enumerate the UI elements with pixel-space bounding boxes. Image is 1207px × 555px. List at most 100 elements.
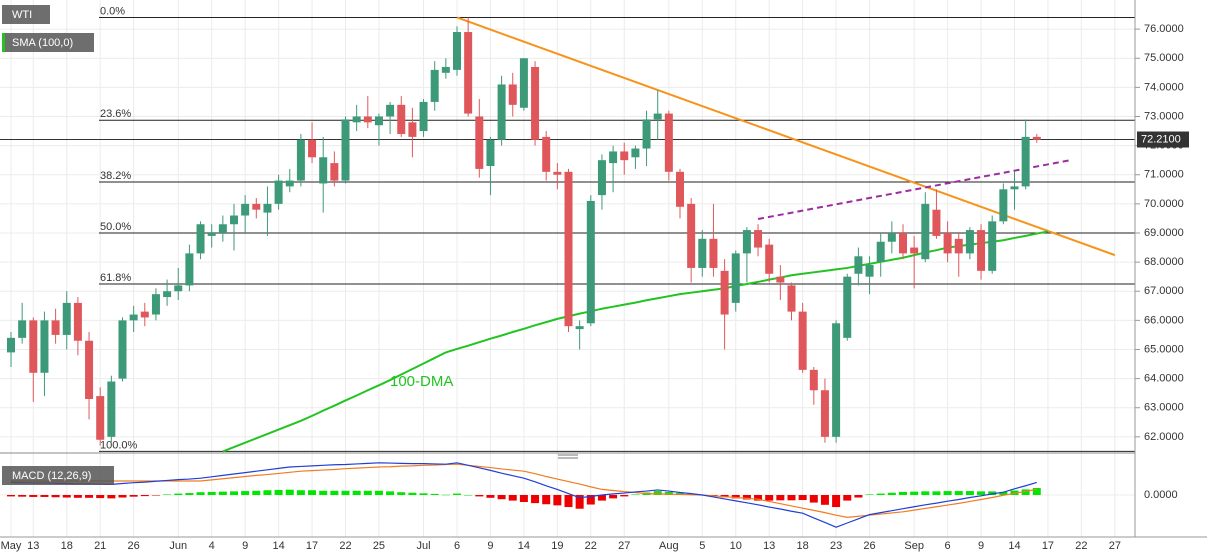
macd-histogram-bar [151, 495, 160, 496]
candle-body [140, 311, 149, 318]
candle-body [118, 320, 127, 379]
y-tick-label: 66.0000 [1144, 314, 1184, 326]
candle-body [1010, 186, 1019, 190]
y-tick-label: 64.0000 [1144, 373, 1184, 385]
fib-label: 0.0% [100, 5, 125, 17]
plot: 0.0% 23.6% 38.2% 50.0% 61.8% 100.0% 100-DMA [0, 5, 1135, 453]
candle-body [531, 66, 540, 140]
y-tick-label: 67.0000 [1144, 285, 1184, 297]
macd-histogram-bar [910, 491, 919, 495]
macd-histogram-bar [185, 493, 194, 495]
macd-histogram-bar [564, 495, 573, 508]
candle-body [820, 390, 829, 437]
macd-panel [0, 462, 1135, 528]
macd-histogram-bar [230, 491, 238, 495]
sma-annotation: 100-DMA [390, 373, 453, 390]
x-tick-label: 17 [1042, 540, 1054, 552]
macd-histogram-bar [932, 491, 941, 495]
x-tick-label: 26 [128, 540, 140, 552]
candle-body [965, 230, 974, 254]
y-tick-label: 68.0000 [1144, 256, 1184, 268]
candle-body [29, 320, 38, 373]
fib-label: 50.0% [100, 221, 131, 233]
candle-body [787, 285, 796, 312]
x-tick-label: 10 [730, 540, 742, 552]
macd-histogram-bar [542, 495, 551, 505]
y-tick-label: 63.0000 [1144, 402, 1184, 414]
candle-body [609, 151, 618, 164]
candle-body [263, 203, 272, 213]
x-tick-label: 27 [1109, 540, 1121, 552]
candle-body [731, 253, 740, 303]
candle-body [653, 113, 662, 120]
macd-histogram-bar [252, 490, 261, 495]
macd-histogram-bar [330, 490, 339, 495]
macd-histogram-bar [965, 491, 974, 495]
fib-label: 23.6% [100, 108, 131, 120]
candle-body [486, 139, 495, 167]
macd-histogram-bar [40, 495, 49, 497]
macd-histogram-bar [296, 490, 305, 495]
macd-histogram-bar [820, 495, 829, 505]
candle-body [586, 200, 595, 324]
candle-body [932, 209, 941, 236]
x-tick-label: 9 [242, 540, 248, 552]
macd-histogram-bar [977, 491, 986, 495]
fib-label: 100.0% [100, 439, 138, 451]
macd-histogram-bar [865, 494, 874, 495]
x-tick-label: 18 [61, 540, 73, 552]
macd-histogram-bar [207, 491, 216, 495]
candle-body [676, 171, 684, 207]
macd-histogram-bar [51, 495, 60, 498]
y-tick-label: 65.0000 [1144, 343, 1184, 355]
macd-histogram-bar [531, 495, 540, 504]
grid [0, 0, 1135, 537]
candle-body [85, 340, 94, 399]
x-tick-label: Jun [169, 540, 187, 552]
y-tick-label: 76.0000 [1144, 23, 1184, 35]
macd-histogram-bar [921, 491, 930, 495]
candle-body [441, 66, 450, 73]
macd-histogram-bar [653, 491, 662, 495]
candle-body [832, 323, 841, 437]
last-price-box [1137, 131, 1189, 148]
y-tick-label: 62.0000 [1144, 431, 1184, 443]
candle-body [374, 116, 383, 126]
candle-body [887, 232, 896, 242]
macd-histogram-bar [832, 495, 841, 508]
candle-body [207, 232, 216, 236]
legend-swatch [2, 33, 5, 52]
macd-histogram-bar [274, 489, 283, 495]
fib-label: 38.2% [100, 170, 131, 182]
macd-histogram-bar [876, 493, 885, 495]
last-price-label: 72.2100 [1141, 133, 1181, 145]
macd-histogram-bar [597, 495, 606, 501]
macd-histogram-bar [1021, 489, 1030, 495]
macd-histogram-bar [363, 490, 372, 495]
candle-body [230, 215, 238, 225]
candle-body [464, 32, 473, 114]
candle-body [308, 139, 317, 158]
macd-histogram-bar [754, 495, 763, 501]
candle-body [776, 276, 785, 283]
macd-histogram-bar [308, 490, 317, 495]
macd-histogram-bar [899, 491, 907, 495]
legend-label: SMA (100,0) [12, 37, 73, 49]
candle-body [742, 230, 751, 254]
macd-histogram-bar [241, 491, 250, 495]
macd-histogram-bar [85, 495, 94, 498]
macd-histogram-bar [430, 493, 439, 495]
macd-histogram-bar [1032, 488, 1041, 495]
x-tick-label: 13 [763, 540, 775, 552]
candle-body [597, 160, 606, 196]
macd-histogram-bar [397, 492, 406, 495]
macd-histogram-bar [118, 495, 127, 498]
candle-body [163, 291, 172, 298]
macd-histogram-bar [374, 490, 383, 495]
x-tick-label: 4 [209, 540, 215, 552]
x-tick-label: Jul [417, 540, 431, 552]
macd-histogram-bar [475, 495, 484, 497]
candle-body [854, 256, 863, 274]
candle-body [999, 189, 1008, 222]
candle-body [876, 241, 885, 263]
